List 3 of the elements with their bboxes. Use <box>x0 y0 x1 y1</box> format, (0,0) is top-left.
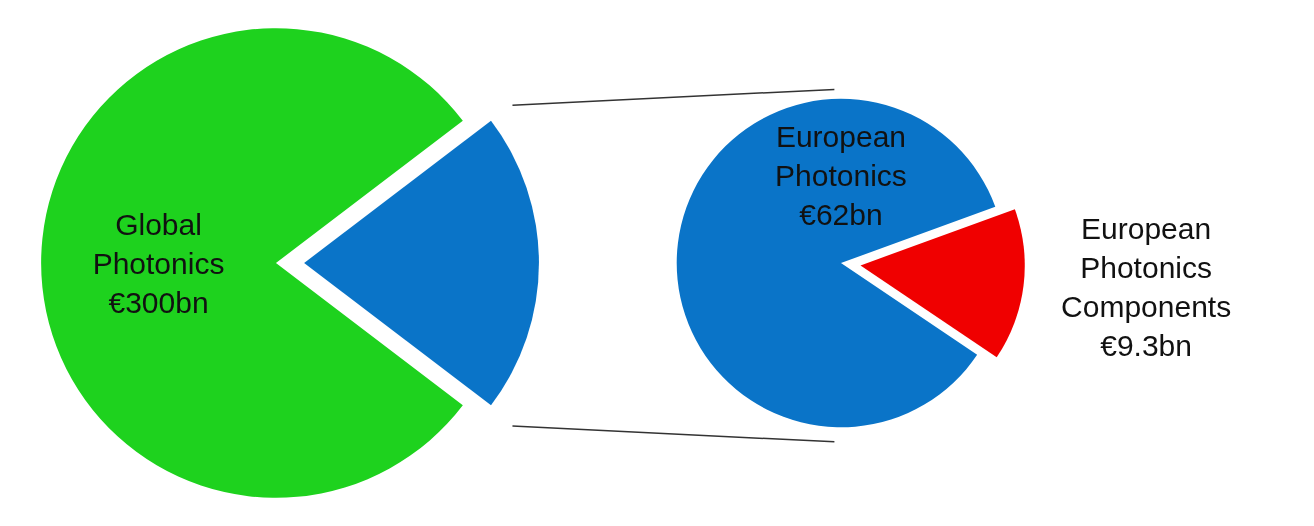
slice-label: European Photonics €62bn <box>775 119 907 231</box>
slice-label: European Photonics Components €9.3bn <box>1061 211 1232 362</box>
slice-label: Global Photonics €300bn <box>92 207 225 319</box>
